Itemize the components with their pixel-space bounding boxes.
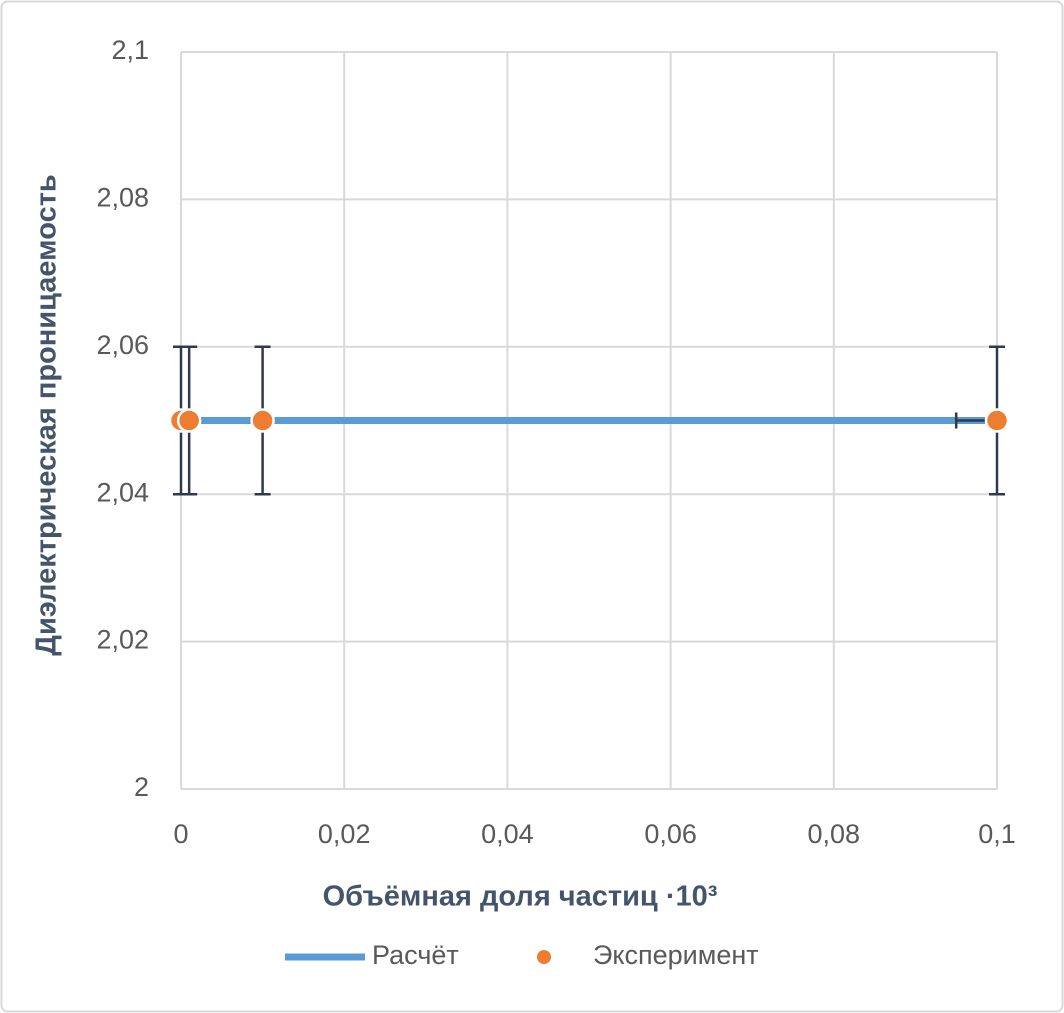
point: [984, 408, 1010, 433]
y-tick-label: 2,08: [96, 183, 149, 213]
y-axis-title: Диэлектрическая проницаемость: [31, 174, 63, 655]
legend-label: Эксперимент: [593, 940, 759, 970]
point: [250, 408, 275, 433]
y-tick-label: 2,04: [96, 477, 149, 507]
y-tick-label: 2,06: [96, 330, 149, 360]
x-tick-label: 0,04: [481, 819, 534, 849]
y-tick-label: 2,1: [111, 35, 149, 65]
legend-label: Расчёт: [372, 940, 459, 970]
x-tick-label: 0,08: [808, 819, 861, 849]
x-tick-label: 0,1: [978, 819, 1016, 849]
legend-marker: [537, 950, 551, 964]
point: [176, 408, 202, 433]
x-tick-label: 0,06: [644, 819, 697, 849]
x-tick-label: 0: [173, 819, 188, 849]
y-tick-label: 2: [134, 772, 149, 802]
x-tick-label: 0,02: [318, 819, 371, 849]
x-axis-title: Объёмная доля частиц ·10³: [323, 881, 718, 913]
y-tick-label: 2,02: [96, 625, 149, 655]
